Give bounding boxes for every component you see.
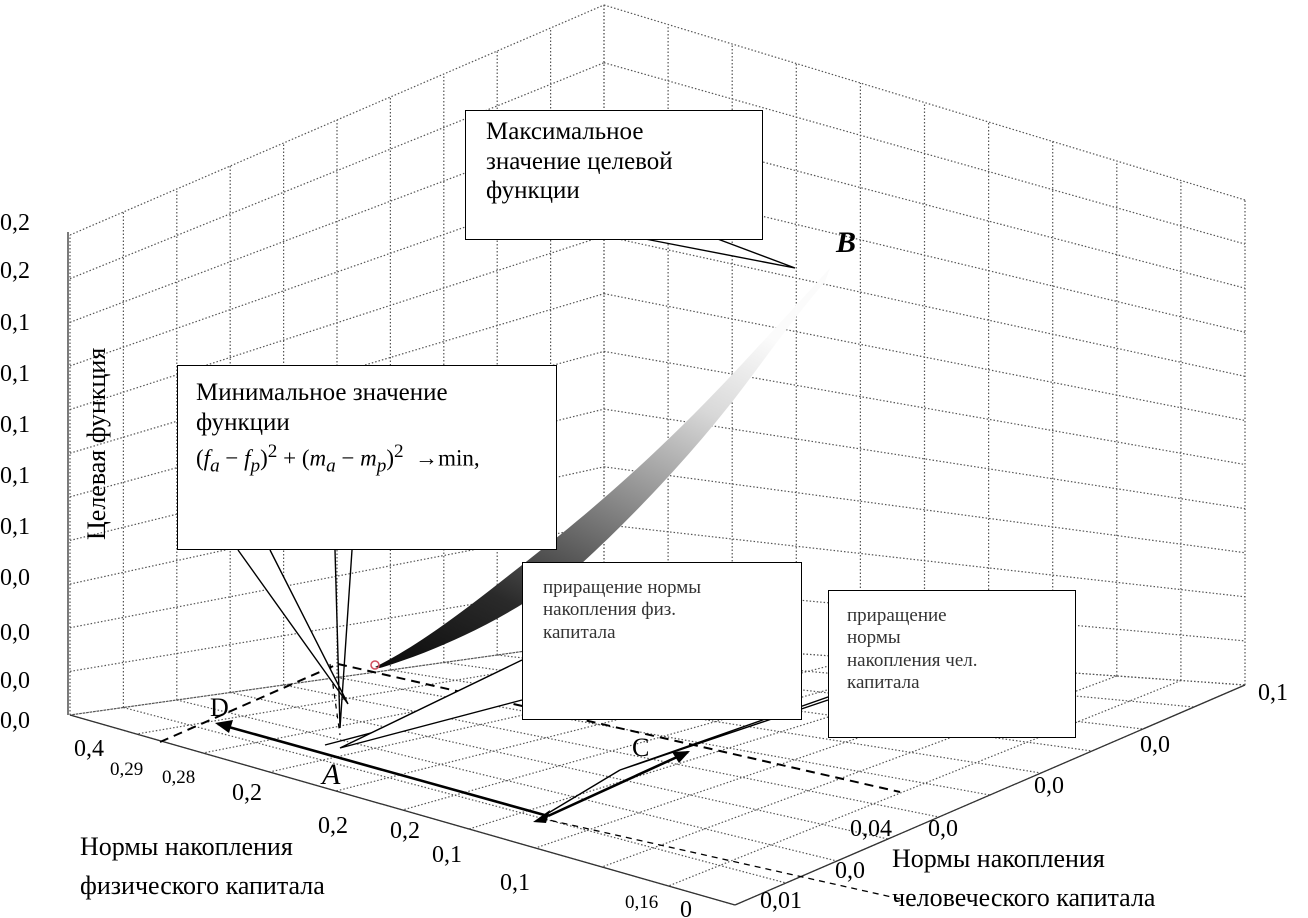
grid-right-wall-h (603, 466, 1246, 554)
callout-max-value: Максимальное значение целевой функции (465, 110, 763, 240)
callout-max-line-1: Максимальное (486, 118, 644, 145)
z-tick-label: 0,2 (0, 210, 30, 236)
callout-hum-line-3: накопления чел. (847, 649, 978, 671)
grid-right-wall-h (603, 62, 1246, 245)
callout-human-capital: приращение нормы накопления чел. капитал… (828, 590, 1076, 738)
z-tick-label: 0,1 (0, 310, 30, 336)
pointer-phys (339, 659, 523, 749)
callout-hum-line-1: приращение (847, 605, 947, 626)
point-label-B: B (835, 226, 856, 259)
z-axis-title: Целевая функция (82, 348, 111, 540)
grid-right-wall-h (603, 235, 1246, 377)
y-axis-title-line-2: человеческого капитала (892, 883, 1156, 912)
callout-min-line-2: функции (196, 408, 290, 436)
callout-max-line-3: функции (486, 177, 580, 204)
z-tick-label: 0,1 (0, 412, 30, 438)
y-tick-label: 0,0 (1140, 732, 1170, 758)
grid-floor-y (335, 657, 861, 792)
x-tick-label: 0,2 (318, 813, 348, 839)
z-tick-label: 0,0 (0, 668, 30, 694)
point-label-C: C (632, 733, 649, 762)
x-tick-label-minor: 0,29 (110, 759, 143, 780)
x-axis-line (69, 714, 736, 906)
grid-right-wall-h (603, 581, 1246, 642)
x-tick-label: 0,4 (74, 736, 104, 762)
y-tick-label: 0,0 (835, 858, 865, 884)
callout-phys-line-3: капитала (543, 621, 616, 643)
guide-dashed-3 (539, 817, 906, 901)
grid-left-wall-h (69, 62, 605, 280)
z-tick-label: 0,1 (0, 463, 30, 489)
x-tick-label: 0 (680, 897, 692, 918)
grid-floor-x (176, 699, 838, 862)
callout-min-value: Минимальное значение функции (fa − fp)2 … (177, 365, 557, 550)
grid-floor-y (402, 661, 925, 811)
x-tick-label: 0,1 (432, 842, 462, 868)
y-tick-label: 0,1 (1258, 680, 1288, 706)
x-tick-label: 0,2 (232, 780, 262, 806)
callout-physical-capital: приращение нормы накопления физ. капитал… (522, 562, 802, 720)
guide-dashed-1 (159, 663, 339, 743)
callout-phys-line-2: накопления физ. (543, 599, 677, 621)
point-label-A: A (320, 758, 341, 791)
x-tick-label: 0,1 (500, 870, 530, 896)
grid-floor-y (668, 679, 1182, 887)
axis-labels: 0,2 0,2 0,1 0,1 0,1 0,1 0,1 0,0 0,0 0,0 0,0 Целевая… (0, 210, 1288, 918)
grid-left-wall-h (69, 119, 605, 323)
grid-left-wall-h (69, 408, 605, 542)
pointer-max (639, 237, 796, 269)
x-tick-label: 0,2 (390, 818, 420, 844)
arrow-from-bottom (539, 769, 621, 819)
callout-hum-line-2: нормы (847, 627, 901, 649)
z-tick-label: 0,0 (0, 708, 30, 734)
arrow-head-C (672, 751, 690, 763)
axes-frame (67, 232, 1246, 906)
arrow-head-D (215, 720, 233, 733)
x-axis-title-line-1: Нормы накопления (80, 832, 293, 861)
min-point-marker (370, 660, 380, 670)
z-tick-label: 0,2 (0, 258, 30, 284)
z-tick-label: 0,1 (0, 514, 30, 540)
y-axis-title-line-1: Нормы накопления (892, 844, 1105, 873)
z-tick-label: 0,1 (0, 361, 30, 387)
y-tick-label: 0,0 (928, 816, 958, 842)
z-tick-label: 0,0 (0, 565, 30, 591)
pointer-min (237, 549, 349, 705)
objective-formula: (fa − fp)2 + (ma − mp)2 →min, (196, 441, 480, 477)
grid-floor-y (69, 639, 605, 716)
z-tick-label: 0,0 (0, 620, 30, 646)
x-tick-label-minor: 0,16 (625, 892, 658, 913)
arrow-to-D (217, 722, 549, 818)
y-tick-label: 0,0 (1034, 773, 1064, 799)
x-tick-label-minor: 0,28 (162, 767, 195, 788)
pointer-min-2 (334, 549, 353, 729)
point-label-D: D (210, 693, 229, 722)
x-axis-title-line-2: физического капитала (80, 871, 325, 900)
arrow-to-C (547, 750, 689, 818)
callout-min-line-1: Минимальное значение (196, 379, 448, 406)
grid-floor-x (283, 684, 940, 818)
guide-dashed-2 (337, 663, 901, 793)
y-tick-label-minor: 0,04 (850, 816, 892, 842)
callout-max-line-2: значение целевой (486, 147, 673, 175)
arrow-head-bottom (533, 810, 550, 823)
callout-phys-line-1: приращение нормы (543, 577, 702, 598)
y-axis-line (734, 684, 1246, 906)
y-tick-label: 0,01 (760, 888, 802, 914)
callout-hum-line-4: капитала (847, 672, 920, 694)
callout-pointers (237, 237, 849, 771)
grid-floor-y (136, 643, 669, 735)
grid-floor-x (123, 706, 787, 884)
